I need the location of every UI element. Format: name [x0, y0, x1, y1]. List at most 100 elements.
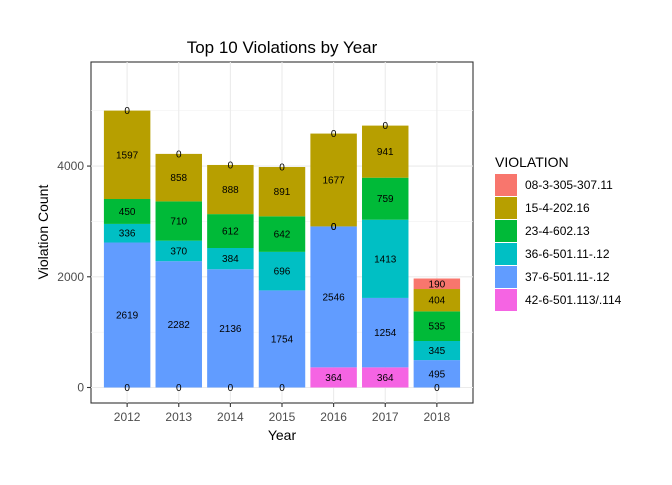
- x-tick-label: 2015: [269, 410, 296, 424]
- data-label: 0: [228, 383, 234, 394]
- data-label: 190: [429, 279, 446, 290]
- x-axis-title: Year: [268, 427, 297, 443]
- legend-items: 08-3-305-307.11 15-4-202.16 23-4-602.13 36-…: [495, 174, 622, 311]
- x-tick-label: 2018: [424, 410, 451, 424]
- legend-swatch: [495, 243, 517, 265]
- data-label: 2136: [219, 324, 242, 335]
- bar-segment: [413, 278, 461, 290]
- legend-swatch: [495, 266, 517, 288]
- data-label: 0: [176, 383, 182, 394]
- bar-segment: [362, 125, 409, 178]
- x-tick-label: 2013: [165, 410, 192, 424]
- data-label: 1597: [116, 150, 139, 161]
- y-tick-label: 4000: [57, 159, 84, 173]
- bar-segment: [362, 297, 409, 368]
- bar-segment: [258, 216, 306, 252]
- bar-segment: [310, 226, 357, 368]
- legend-swatch: [495, 220, 517, 242]
- data-label: 1254: [374, 328, 397, 339]
- bar-segment: [103, 242, 151, 388]
- bar-segment: [155, 261, 202, 388]
- axes-layer: 0 2000 4000 2012 2013 2014 2015 2016 2017 2018: [57, 159, 450, 424]
- x-tick-label: 2012: [114, 410, 141, 424]
- data-label: 1677: [322, 175, 345, 186]
- data-label: 384: [222, 254, 239, 265]
- data-label: 612: [222, 227, 239, 238]
- legend-label: 36-6-501.11-.12: [525, 247, 610, 261]
- bar-segment: [362, 367, 409, 388]
- legend-swatch: [495, 174, 517, 196]
- data-label: 1413: [374, 254, 397, 265]
- data-label: 345: [429, 346, 446, 357]
- data-label: 0: [331, 222, 337, 233]
- data-label: 0: [382, 121, 388, 132]
- legend-label: 37-6-501.11-.12: [525, 270, 610, 284]
- legend-swatch: [495, 197, 517, 219]
- data-label: 535: [429, 322, 446, 333]
- data-label: 364: [377, 373, 394, 384]
- x-tick-label: 2014: [217, 410, 244, 424]
- data-label: 642: [274, 230, 291, 241]
- data-label: 710: [170, 217, 187, 228]
- bar-segment: [207, 214, 254, 248]
- bar-segment: [258, 167, 306, 217]
- x-tick-label: 2016: [320, 410, 347, 424]
- bar-segment: [207, 269, 254, 388]
- data-label: 0: [279, 163, 285, 174]
- data-label: 941: [377, 147, 394, 158]
- chart-title: Top 10 Violations by Year: [187, 38, 378, 57]
- bar-segment: [103, 199, 151, 224]
- data-label: 495: [429, 369, 446, 380]
- data-label: 696: [274, 267, 291, 278]
- bar-segment: [258, 290, 306, 388]
- bar-segment: [413, 341, 461, 361]
- bar-segment: [155, 201, 202, 241]
- y-tick-label: 2000: [57, 270, 84, 284]
- data-label: 2546: [322, 292, 345, 303]
- data-label: 858: [170, 173, 187, 184]
- data-label: 404: [429, 296, 446, 307]
- bar-segment: [258, 251, 306, 291]
- bar-segment: [413, 289, 461, 312]
- bar-segment: [155, 153, 202, 202]
- data-label: 888: [222, 185, 239, 196]
- legend-label: 42-6-501.113/.114: [525, 293, 622, 307]
- data-label: 1754: [271, 334, 294, 345]
- bar-segment: [103, 110, 151, 200]
- legend-label: 08-3-305-307.11: [525, 178, 613, 192]
- data-label: 2282: [168, 320, 191, 331]
- legend-title: VIOLATION: [495, 154, 569, 170]
- legend: VIOLATION 08-3-305-307.11 15-4-202.16 23-4…: [495, 154, 622, 311]
- bar-segment: [310, 367, 357, 388]
- data-label: 0: [228, 160, 234, 171]
- bar-segment: [362, 219, 409, 298]
- data-label: 370: [170, 246, 187, 257]
- data-label: 0: [176, 149, 182, 160]
- data-label: 0: [124, 383, 130, 394]
- legend-swatch: [495, 289, 517, 311]
- data-label: 364: [325, 373, 342, 384]
- data-label: 450: [119, 207, 136, 218]
- data-label: 0: [124, 106, 130, 117]
- data-label: 2619: [116, 311, 139, 322]
- legend-label: 15-4-202.16: [525, 201, 590, 215]
- bar-segment: [310, 133, 357, 227]
- bar-segment: [207, 164, 254, 215]
- legend-label: 23-4-602.13: [525, 224, 590, 238]
- x-tick-label: 2017: [372, 410, 399, 424]
- data-labels-layer: 0 2619 336 450 1597 0 0 2282 370 710 858 0 0 2136 384 6…: [116, 106, 446, 394]
- data-label: 0: [279, 383, 285, 394]
- data-label: 759: [377, 194, 394, 205]
- bars-layer: [103, 110, 461, 388]
- bar-segment: [362, 177, 409, 220]
- bar-segment: [207, 248, 254, 270]
- data-label: 336: [119, 229, 136, 240]
- bar-segment: [103, 223, 151, 243]
- data-label: 0: [331, 222, 337, 233]
- bar-segment: [413, 311, 461, 341]
- bar-segment: [413, 360, 461, 388]
- bar-segment: [155, 240, 202, 262]
- data-label: 0: [434, 383, 440, 394]
